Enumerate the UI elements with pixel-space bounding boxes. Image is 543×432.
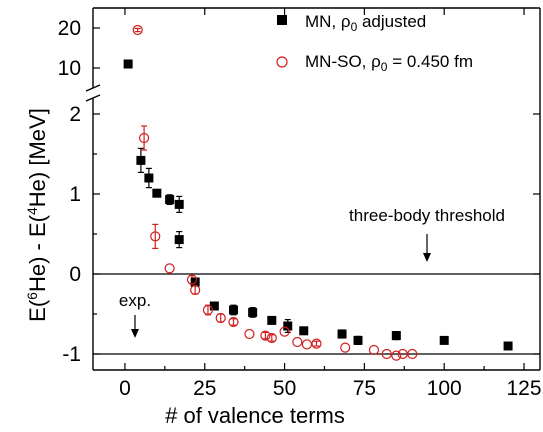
data-point-mnso [407,348,418,360]
x-tick-label: 125 [507,377,542,400]
data-point-mnso [292,336,303,348]
data-point-mn [136,155,146,165]
data-markers [123,24,513,361]
threshold-annotation: three-body threshold [349,206,505,225]
data-point-mnso [311,338,322,349]
exp-arrowhead [131,329,139,338]
legend-marker-mn [277,15,287,25]
y-tick-label: 0 [69,263,81,286]
data-point-mnso [381,348,392,360]
data-point-mnso [202,304,214,316]
data-point-mn [174,199,184,209]
data-point-mnso [132,24,143,36]
error-bars [134,27,512,349]
data-point-mnso [164,263,175,274]
data-point-mn [123,59,133,69]
y-tick-label-upper: 10 [58,57,81,80]
x-tick-label: 25 [193,377,216,400]
axis-break-mark-lower [85,94,101,102]
data-point-mn [283,321,293,331]
x-axis-label: # of valence terms [165,403,345,428]
data-point-mnso [190,284,201,296]
x-tick-label: 100 [427,377,462,400]
data-point-mn [248,307,258,317]
axis-break-mark-upper [85,84,101,92]
threshold-arrowhead [423,253,431,262]
data-point-mn [174,235,184,245]
data-point-mnso [228,316,239,328]
data-point-mn [209,301,219,311]
data-point-mnso [150,231,161,242]
data-point-mn [190,277,200,287]
data-point-mn [267,315,277,325]
data-point-mn [391,331,401,341]
legend-marker-mnso [276,56,288,68]
data-point-mn [165,195,175,205]
legend: MN, ρ0 adjusted MN-SO, ρ0 = 0.450 fm [276,12,473,74]
data-point-mn [439,335,449,345]
data-point-mn [503,341,513,351]
y-axis-label: E(6He) - E(4He) [MeV] [24,108,50,322]
data-point-mnso [340,342,351,353]
data-point-mn [144,173,154,183]
y-tick-label-upper: 20 [58,17,81,40]
data-point-mn [152,188,162,198]
reference-lines [93,273,540,355]
data-point-mn [337,329,347,339]
data-point-mnso [279,326,290,337]
data-point-mnso [266,332,277,344]
x-tick-label: 0 [119,377,131,400]
data-point-mnso [244,328,255,340]
y-tick-label: -1 [62,343,81,366]
legend-label-mn: MN, ρ0 adjusted [305,12,426,34]
data-point-mnso [260,330,271,341]
data-point-mn [353,335,363,345]
data-point-mnso [186,274,198,285]
data-point-mnso [391,350,402,361]
data-point-mnso [138,132,150,144]
data-point-mnso [301,339,313,350]
exp-annotation: exp. [119,291,151,310]
data-point-mn [299,326,309,336]
x-tick-label: 75 [353,377,376,400]
data-point-mn [228,305,238,315]
x-tick-label: 50 [273,377,296,400]
legend-label-mnso: MN-SO, ρ0 = 0.450 fm [305,52,473,74]
y-tick-label: 2 [69,103,81,126]
axis-ticks [93,8,540,370]
data-point-mnso [215,312,226,324]
data-point-mnso [368,344,380,356]
tick-labels: 0 25 50 75 100 125 -1 0 1 2 10 20 [58,17,542,400]
y-tick-label: 1 [69,183,81,206]
